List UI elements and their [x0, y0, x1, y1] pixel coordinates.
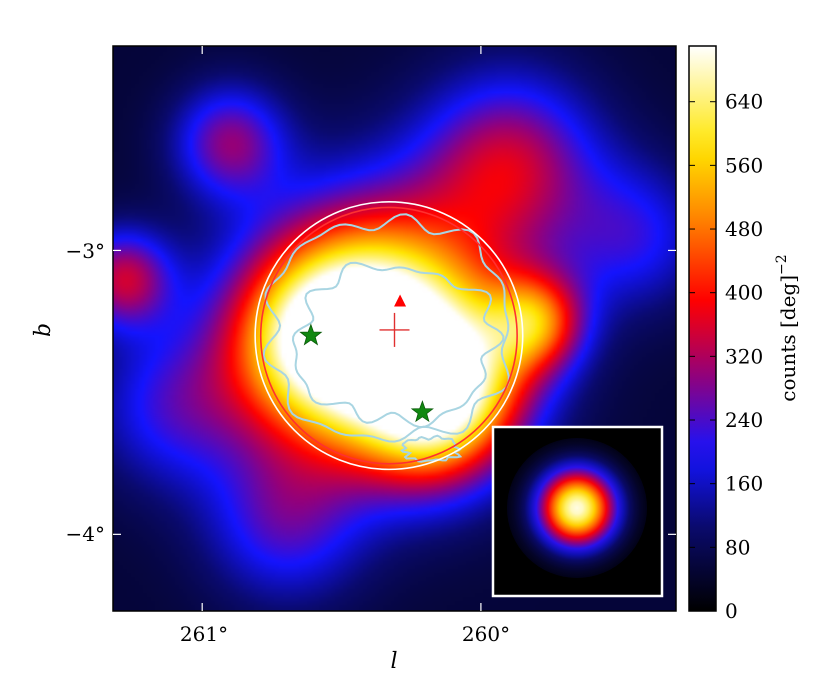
x-axis-label: l — [390, 649, 397, 674]
markers — [254, 201, 524, 471]
colorbar-tick-label: 400 — [725, 281, 763, 305]
colorbar-tick-label: 480 — [725, 217, 763, 241]
x-tick-labels: 261° 260° — [180, 622, 510, 646]
colorbar-gradient — [689, 46, 716, 611]
y-axis-label: b — [31, 323, 56, 337]
colorbar-tick-label: 0 — [725, 599, 738, 623]
remnant-contours — [262, 213, 510, 463]
contour-line — [291, 261, 505, 429]
colorbar-tick-label: 80 — [725, 535, 750, 559]
colorbar-frame — [688, 45, 717, 612]
colorbar-tick-label: 160 — [725, 472, 763, 496]
colorbar-tick-label: 640 — [725, 90, 763, 114]
plot-frame — [112, 45, 677, 612]
y-tick-label: −3° — [66, 239, 105, 263]
heatmap-plot — [112, 45, 677, 612]
y-tick-labels: −3° −4° — [66, 239, 105, 546]
contour-line — [400, 434, 463, 463]
region-circle — [254, 201, 524, 471]
colorbar-tick-label: 320 — [725, 344, 763, 368]
source-triangle — [394, 294, 407, 307]
contour-line — [262, 213, 510, 443]
y-tick-label: −4° — [66, 522, 105, 546]
axis-ticks — [113, 46, 676, 611]
region-circle — [259, 206, 518, 465]
psf-inset — [491, 425, 664, 598]
colorbar-tick-label: 560 — [725, 153, 763, 177]
colorbar: 0 80 160 240 320 400 480 560 640 counts [deg]−2 — [688, 45, 800, 623]
colorbar-ticks: 0 80 160 240 320 400 480 560 640 — [689, 90, 763, 623]
x-tick-label: 260° — [462, 622, 510, 646]
colorbar-tick-label: 240 — [725, 408, 763, 432]
pulsar-star — [410, 400, 434, 423]
pulsar-star — [299, 323, 323, 346]
psf-inset-frame — [491, 425, 664, 598]
colorbar-label: counts [deg]−2 — [774, 254, 800, 401]
psf-inset-blob — [507, 438, 647, 578]
x-tick-label: 261° — [180, 622, 228, 646]
